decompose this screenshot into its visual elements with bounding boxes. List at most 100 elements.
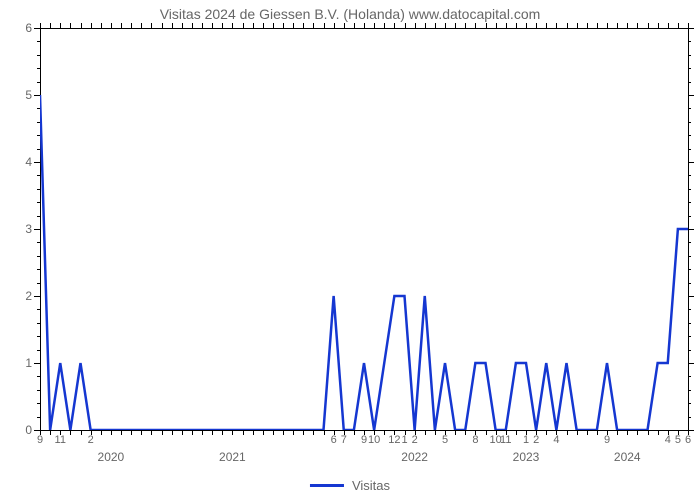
x-tick xyxy=(283,430,284,435)
x-tick xyxy=(243,430,244,435)
y-tick-right xyxy=(688,363,694,364)
y-minor-tick-right xyxy=(688,242,691,243)
x-tick-label: 7 xyxy=(341,434,347,446)
y-minor-tick-right xyxy=(688,135,691,136)
y-minor-tick-right xyxy=(688,216,691,217)
y-minor-tick-right xyxy=(688,108,691,109)
x-tick xyxy=(587,430,588,435)
x-tick xyxy=(516,430,517,435)
x-tick-label: 4 xyxy=(665,434,671,446)
y-minor-tick-right xyxy=(688,175,691,176)
x-tick-label: 2 xyxy=(88,434,94,446)
legend-swatch xyxy=(310,484,344,487)
x-tick xyxy=(658,430,659,435)
x-tick-label: 11 xyxy=(500,434,511,446)
x-year-label: 2021 xyxy=(219,450,246,464)
y-minor-tick-right xyxy=(688,323,691,324)
x-tick xyxy=(50,430,51,435)
x-tick xyxy=(567,430,568,435)
y-minor-tick-right xyxy=(688,55,691,56)
x-tick xyxy=(202,430,203,435)
y-minor-tick-right xyxy=(688,41,691,42)
x-tick-label: 6 xyxy=(685,434,691,446)
x-tick-label: 9 xyxy=(604,434,610,446)
x-tick xyxy=(435,430,436,435)
x-tick-label: 4 xyxy=(553,434,559,446)
y-minor-tick-right xyxy=(688,82,691,83)
x-tick xyxy=(222,430,223,435)
x-year-label: 2020 xyxy=(98,450,125,464)
y-tick-label: 0 xyxy=(12,423,32,437)
y-minor-tick-right xyxy=(688,122,691,123)
x-tick xyxy=(293,430,294,435)
y-minor-tick-right xyxy=(688,350,691,351)
y-tick-label: 5 xyxy=(12,88,32,102)
x-tick xyxy=(131,430,132,435)
x-tick xyxy=(455,430,456,435)
y-minor-tick-right xyxy=(688,189,691,190)
x-tick-label: 8 xyxy=(472,434,478,446)
x-tick xyxy=(111,430,112,435)
x-tick-label: 1 xyxy=(401,434,407,446)
x-tick xyxy=(263,430,264,435)
x-year-label: 2022 xyxy=(401,450,428,464)
x-tick xyxy=(577,430,578,435)
x-tick-label: 2 xyxy=(412,434,418,446)
chart-title: Visitas 2024 de Giessen B.V. (Holanda) w… xyxy=(0,6,700,22)
y-tick-label: 4 xyxy=(12,155,32,169)
y-minor-tick-right xyxy=(688,309,691,310)
x-tick xyxy=(81,430,82,435)
y-minor-tick-right xyxy=(688,403,691,404)
x-tick-label: 5 xyxy=(442,434,448,446)
x-tick xyxy=(324,430,325,435)
x-tick-label: 12 xyxy=(388,434,400,446)
x-tick xyxy=(354,430,355,435)
x-tick xyxy=(101,430,102,435)
x-tick xyxy=(465,430,466,435)
x-tick xyxy=(637,430,638,435)
y-tick-label: 2 xyxy=(12,289,32,303)
x-tick xyxy=(648,430,649,435)
y-tick-right xyxy=(688,28,694,29)
y-minor-tick-right xyxy=(688,256,691,257)
y-tick-right xyxy=(688,95,694,96)
y-tick-label: 1 xyxy=(12,356,32,370)
y-minor-tick-right xyxy=(688,417,691,418)
y-tick-right xyxy=(688,162,694,163)
y-minor-tick-right xyxy=(688,336,691,337)
x-tick xyxy=(182,430,183,435)
x-tick xyxy=(192,430,193,435)
x-tick-label: 1 xyxy=(523,434,529,446)
x-tick xyxy=(313,430,314,435)
line-series xyxy=(40,28,688,430)
y-tick-right xyxy=(688,296,694,297)
x-tick xyxy=(151,430,152,435)
y-tick-right xyxy=(688,229,694,230)
x-tick xyxy=(486,430,487,435)
x-tick-label: 2 xyxy=(533,434,539,446)
x-tick-top xyxy=(688,23,689,28)
x-tick xyxy=(425,430,426,435)
y-minor-tick-right xyxy=(688,269,691,270)
x-tick xyxy=(273,430,274,435)
x-tick xyxy=(172,430,173,435)
x-year-label: 2023 xyxy=(513,450,540,464)
x-tick xyxy=(162,430,163,435)
x-tick xyxy=(121,430,122,435)
x-tick xyxy=(597,430,598,435)
y-minor-tick-right xyxy=(688,149,691,150)
y-tick-label: 3 xyxy=(12,222,32,236)
y-minor-tick-right xyxy=(688,68,691,69)
x-tick-label: 5 xyxy=(675,434,681,446)
x-tick xyxy=(303,430,304,435)
y-tick-label: 6 xyxy=(12,21,32,35)
x-tick xyxy=(70,430,71,435)
y-minor-tick-right xyxy=(688,202,691,203)
x-tick-label: 9 xyxy=(361,434,367,446)
y-minor-tick-right xyxy=(688,283,691,284)
x-tick-label: 6 xyxy=(331,434,337,446)
x-tick-label: 11 xyxy=(55,434,66,446)
x-tick-label: 10 xyxy=(368,434,380,446)
x-year-label: 2024 xyxy=(614,450,641,464)
x-tick-label: 9 xyxy=(37,434,43,446)
